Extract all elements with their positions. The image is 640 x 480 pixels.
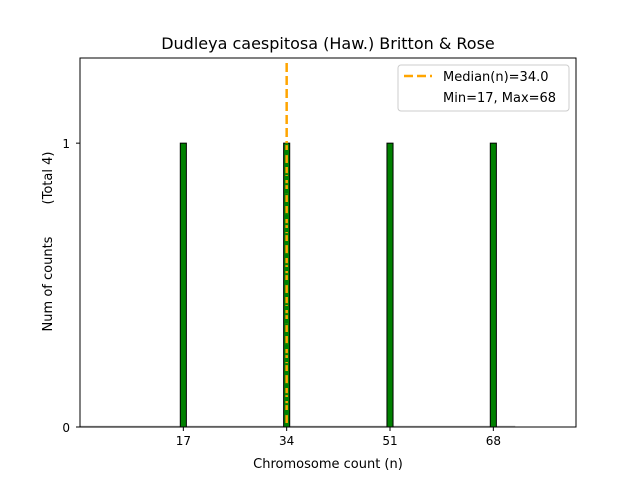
axes-frame	[79, 57, 577, 428]
y-axis-total-label: (Total 4)	[41, 152, 56, 205]
y-tick-label: 1	[62, 137, 70, 151]
bar-51	[386, 142, 394, 428]
y-tick-label: 0	[62, 421, 70, 435]
chart-title: Dudleya caespitosa (Haw.) Britton & Rose	[161, 34, 495, 53]
x-tick-label: 51	[382, 434, 397, 448]
bar-68	[489, 142, 497, 428]
x-tick-label: 34	[279, 434, 294, 448]
y-axis-label: Num of counts	[41, 236, 56, 331]
legend-median-label: Median(n)=34.0	[443, 70, 549, 85]
legend-minmax-label: Min=17, Max=68	[443, 91, 556, 106]
legend-box	[397, 64, 570, 112]
x-ticks: 17 34 51 68	[176, 427, 501, 448]
legend: Median(n)=34.0 Min=17, Max=68	[397, 64, 570, 112]
x-tick-label: 68	[486, 434, 501, 448]
x-axis-label: Chromosome count (n)	[253, 457, 403, 472]
x-tick-label: 17	[176, 434, 191, 448]
plot-area	[80, 63, 516, 428]
bar-17	[179, 142, 187, 428]
y-ticks: 01	[62, 137, 80, 435]
